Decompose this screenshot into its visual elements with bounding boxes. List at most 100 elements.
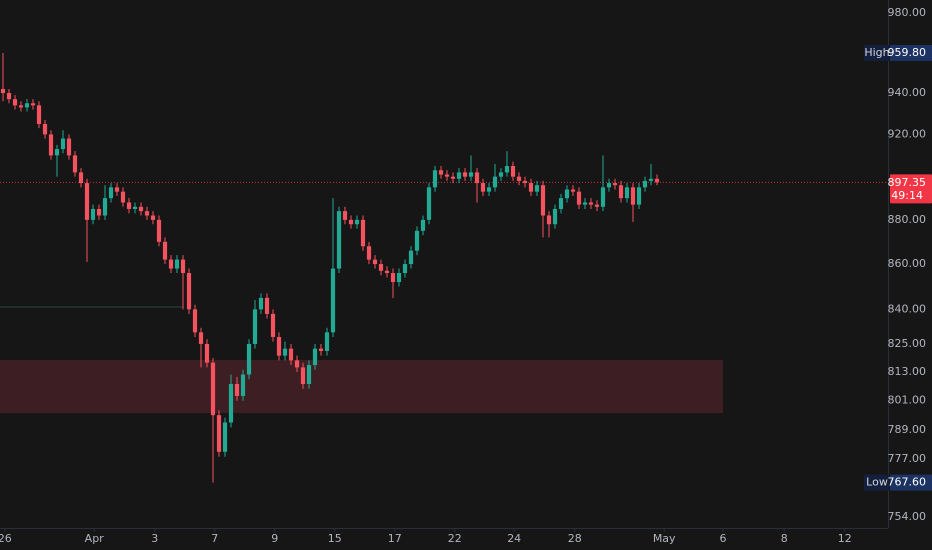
candle-body — [546, 215, 552, 225]
candle-body — [144, 211, 150, 216]
candle-body — [642, 180, 648, 188]
candle-body — [270, 313, 276, 337]
x-tick-label: 17 — [388, 532, 402, 545]
candle-body — [42, 123, 48, 135]
candle-body — [156, 219, 162, 242]
candle-body — [102, 198, 108, 216]
x-tick-label: 28 — [568, 532, 582, 545]
x-tick-label: 8 — [781, 532, 788, 545]
candle-body — [48, 134, 54, 156]
plot-area — [0, 52, 888, 483]
high_marker-name-box — [864, 44, 889, 61]
candle-body — [150, 215, 156, 220]
candle-body — [522, 180, 528, 184]
x-tick-label: 26 — [0, 532, 12, 545]
candle-body — [486, 187, 492, 192]
candle-body — [204, 343, 210, 363]
candle-body — [558, 198, 564, 209]
candle-body — [18, 105, 24, 108]
x-tick-label: 15 — [328, 532, 342, 545]
candle-body — [342, 211, 348, 220]
candle-body — [300, 367, 306, 384]
candle-body — [618, 185, 624, 199]
candle-body — [624, 187, 630, 199]
candle-body — [378, 264, 384, 271]
candle-body — [630, 187, 636, 205]
candle-body — [60, 138, 66, 150]
candle-body — [318, 348, 324, 351]
candle-body — [24, 103, 30, 108]
y-tick-label: 980.00 — [888, 6, 927, 19]
candle-body — [174, 259, 180, 269]
candle-body — [36, 105, 42, 124]
high_marker-value-box — [890, 44, 932, 61]
candle-body — [468, 172, 474, 177]
candle-body — [366, 246, 372, 260]
y-tick-label: 789.00 — [888, 423, 927, 436]
candle-body — [498, 172, 504, 177]
candle-body — [72, 155, 78, 173]
candle-body — [6, 93, 12, 100]
y-tick-label: 920.00 — [888, 127, 927, 140]
candle-body — [390, 273, 396, 283]
candle-body — [438, 170, 444, 175]
candle-body — [426, 187, 432, 220]
candle-body — [306, 365, 312, 384]
candle-body — [192, 309, 198, 333]
candle-body — [552, 208, 558, 225]
last-price-countdown: 49:14 — [891, 189, 923, 202]
candle-body — [66, 138, 72, 156]
high_marker-value: 959.80 — [888, 46, 927, 59]
candle-body — [120, 191, 126, 203]
candle-body — [54, 149, 60, 156]
candle-body — [276, 336, 282, 356]
candle-body — [228, 383, 234, 423]
candle-body — [126, 202, 132, 209]
y-tick-label: 860.00 — [888, 257, 927, 270]
candle-body — [162, 241, 168, 260]
candle-body — [606, 183, 612, 188]
y-tick-label: 825.00 — [888, 337, 927, 350]
x-tick-label: 22 — [448, 532, 462, 545]
candle-body — [528, 183, 534, 192]
candle-body — [654, 178, 660, 183]
candle-body — [402, 264, 408, 274]
y-tick-label: 813.00 — [888, 365, 927, 378]
candle-body — [30, 103, 36, 106]
candle-body — [114, 187, 120, 192]
candle-body — [450, 176, 456, 179]
candle-body — [516, 176, 522, 181]
candle-body — [324, 332, 330, 351]
low_marker-name-box — [864, 474, 889, 491]
candle-body — [474, 172, 480, 184]
candle-body — [636, 187, 642, 205]
low_marker-name: Low — [866, 476, 888, 489]
x-tick-label: 6 — [720, 532, 727, 545]
candle-body — [294, 360, 300, 368]
candle-body — [240, 374, 246, 396]
candle-body — [186, 273, 192, 310]
candle-body — [420, 219, 426, 231]
candle-body — [198, 332, 204, 344]
y-tick-label: 940.00 — [888, 86, 927, 99]
candle-body — [444, 174, 450, 177]
candle-body — [90, 208, 96, 220]
candle-body — [180, 259, 186, 274]
y-tick-label: 840.00 — [888, 302, 927, 315]
candle-body — [132, 206, 138, 209]
candle-body — [612, 183, 618, 186]
candle-body — [216, 415, 222, 452]
candle-body — [462, 172, 468, 177]
candle-body — [354, 219, 360, 225]
candle-body — [456, 172, 462, 179]
candle-body — [246, 343, 252, 375]
candle-body — [432, 170, 438, 188]
candle-body — [372, 259, 378, 265]
candle-body — [384, 270, 390, 274]
x-tick-label: 24 — [507, 532, 521, 545]
low_marker-value: 767.60 — [888, 476, 927, 489]
candle-body — [600, 187, 606, 207]
candle-body — [330, 268, 336, 333]
